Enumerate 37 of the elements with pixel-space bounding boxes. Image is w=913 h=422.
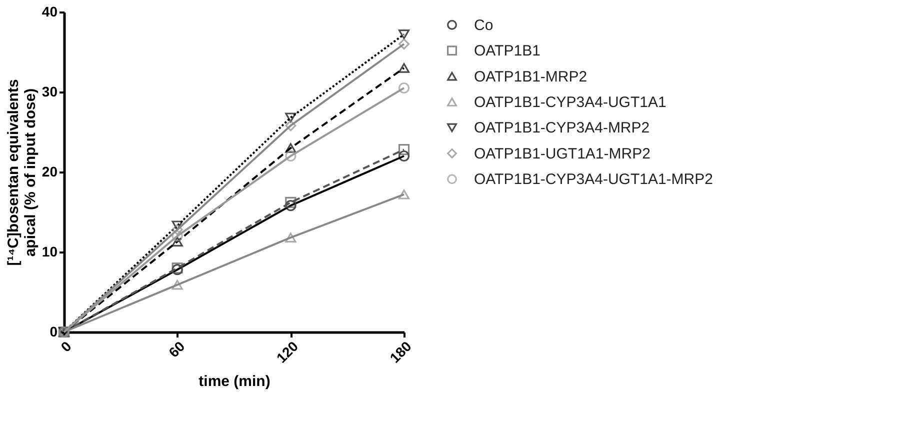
x-tick-label: 60 <box>165 338 188 360</box>
point <box>172 224 183 236</box>
point <box>398 144 410 156</box>
legend-label: Co <box>474 16 494 34</box>
point <box>285 232 296 243</box>
y-tick-label: 40 <box>42 4 58 20</box>
point <box>285 200 296 212</box>
y-tick-label: 20 <box>42 164 58 180</box>
point <box>285 196 296 208</box>
x-tick-label: 0 <box>58 338 75 355</box>
point <box>285 150 296 162</box>
point <box>172 280 183 290</box>
point <box>285 120 296 132</box>
y-tick-label: 30 <box>42 84 58 100</box>
x-axis-title: time (min) <box>198 372 270 390</box>
point <box>398 82 410 94</box>
point <box>285 143 296 153</box>
point <box>398 150 410 162</box>
point <box>285 112 296 123</box>
point <box>398 63 410 73</box>
point <box>172 236 183 247</box>
x-tick-label: 180 <box>386 338 415 366</box>
legend-label: OATP1B1-CYP3A4-UGT1A1 <box>474 94 666 111</box>
legend-label: OATP1B1-CYP3A4-UGT1A1-MRP2 <box>474 171 713 188</box>
point <box>172 220 183 231</box>
point <box>398 38 410 50</box>
y-tick-label: 10 <box>42 244 58 260</box>
y-tick-label: 0 <box>50 324 58 340</box>
legend-label: OATP1B1-UGT1A1-MRP2 <box>474 145 650 162</box>
legend-label: OATP1B1 <box>474 42 540 60</box>
legend-label: OATP1B1-MRP2 <box>474 68 588 86</box>
y-axis-title: [¹⁴C]bosentan equivalents apical (% of input dose) <box>4 79 39 266</box>
point <box>172 230 183 242</box>
point <box>398 29 410 40</box>
point <box>398 189 410 200</box>
x-tick-label: 120 <box>273 338 302 366</box>
legend-label: OATP1B1-CYP3A4-MRP2 <box>474 120 650 137</box>
